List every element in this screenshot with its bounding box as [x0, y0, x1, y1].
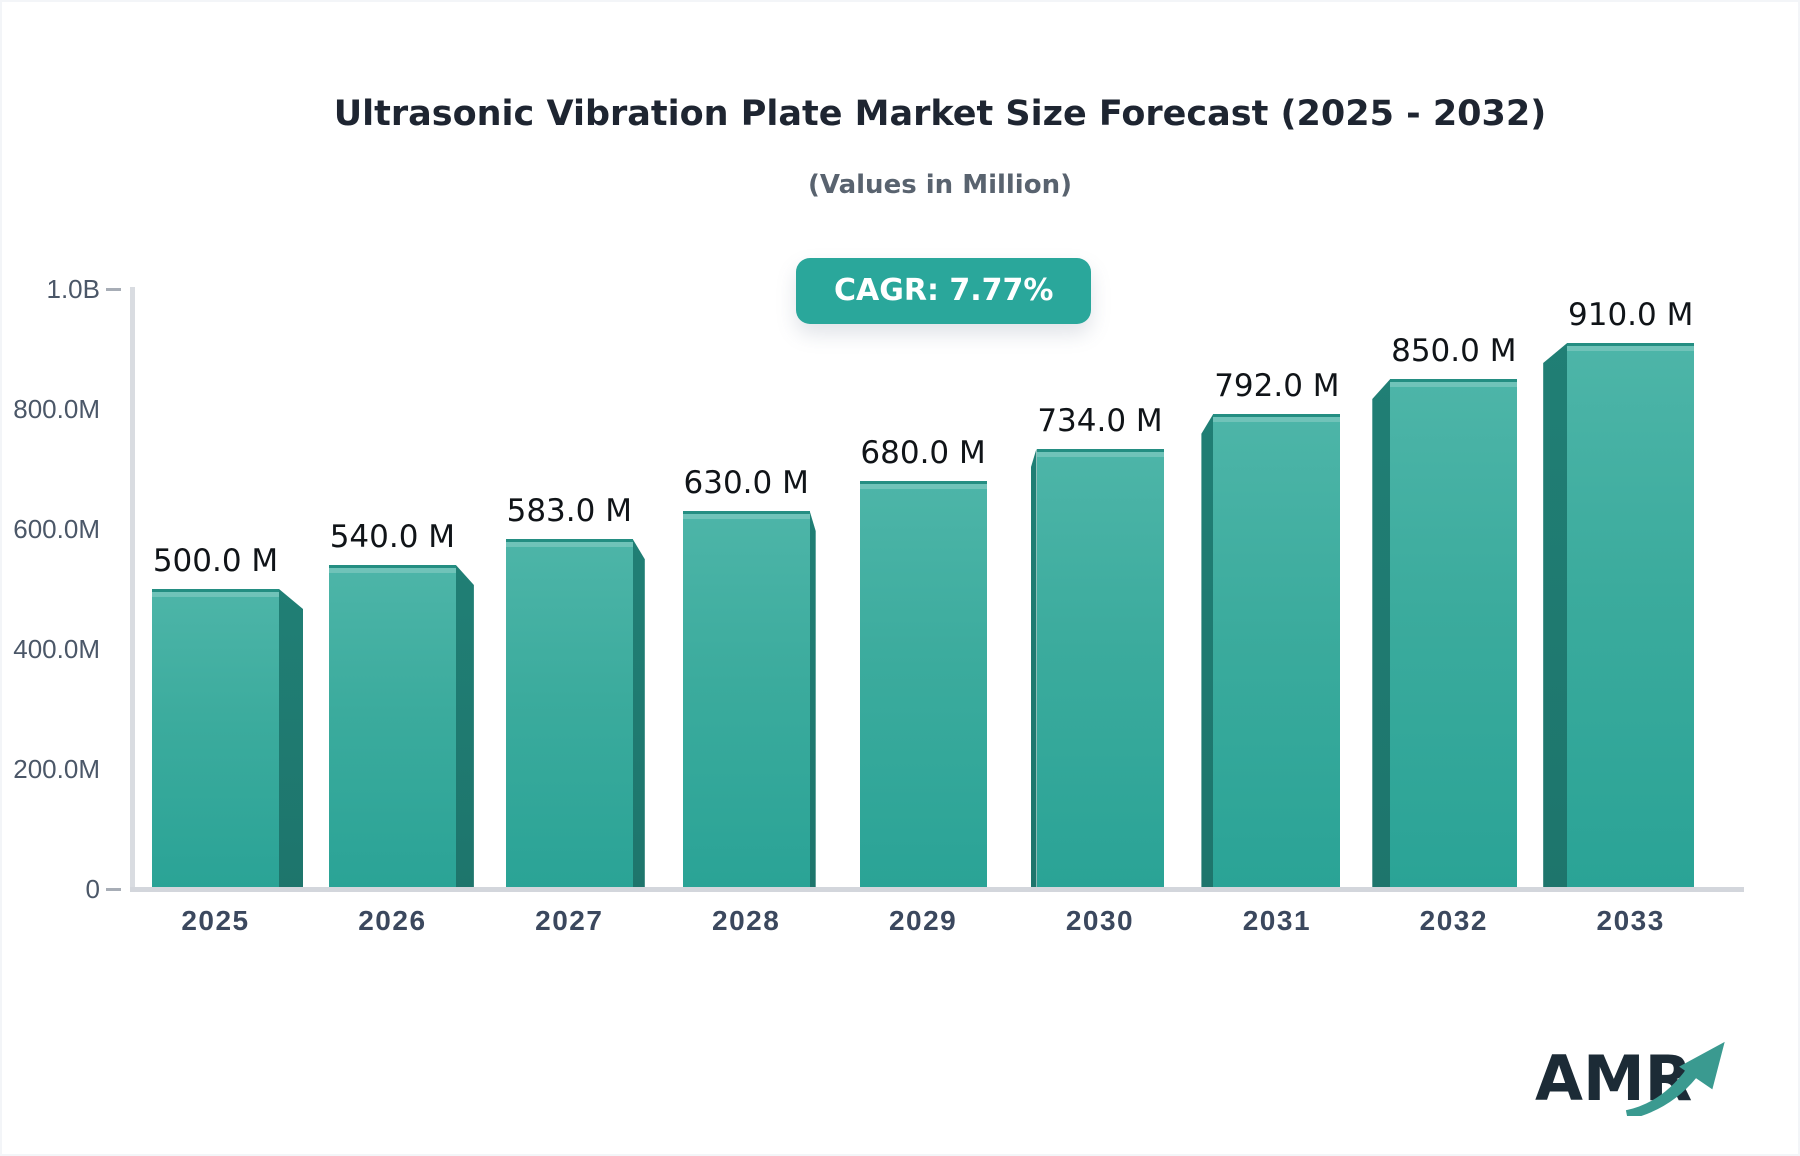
bar-value-label: 792.0 M	[1214, 367, 1340, 404]
x-axis-label: 2027	[535, 905, 604, 936]
y-tick-label: 0	[85, 874, 100, 904]
y-tick-label: 600.0M	[13, 514, 100, 544]
bar-side	[455, 565, 474, 891]
bar-side	[279, 589, 303, 891]
cagr-badge: CAGR: 7.77%	[796, 258, 1092, 324]
bar-value-label: 630.0 M	[683, 465, 809, 501]
x-axis-label: 2026	[358, 905, 427, 936]
chart-subtitle: (Values in Million)	[808, 170, 1072, 200]
bar-value-label: 500.0 M	[152, 543, 279, 579]
x-axis-label: 2029	[888, 905, 958, 936]
bar-face	[1390, 379, 1518, 889]
chart-title: Ultrasonic Vibration Plate Market Size F…	[333, 94, 1547, 134]
bar-value-label: 540.0 M	[329, 519, 456, 555]
bar-value-label: 583.0 M	[506, 493, 632, 530]
x-axis-label: 2030	[1065, 905, 1135, 936]
bar-face	[859, 481, 987, 889]
y-tick-label: 400.0M	[13, 634, 100, 664]
bar-value-label: 850.0 M	[1391, 333, 1517, 369]
bar-side	[809, 511, 816, 891]
bar-face	[328, 565, 456, 889]
y-tick-mark	[106, 888, 121, 891]
bar-side	[1372, 379, 1391, 891]
bar-value-label: 734.0 M	[1037, 402, 1163, 439]
brand-logo: AMR	[1535, 1038, 1765, 1118]
bar-face	[1567, 343, 1695, 889]
x-axis-label: 2028	[712, 905, 781, 936]
y-tick-label: 800.0M	[13, 394, 100, 424]
x-axis-label: 2025	[181, 905, 250, 936]
bar-side	[1543, 343, 1568, 891]
bar-value-label: 680.0 M	[860, 435, 986, 471]
bar-face	[682, 511, 810, 889]
x-axis-label: 2032	[1419, 905, 1488, 936]
y-tick-label: 200.0M	[13, 754, 100, 784]
bar-face	[1036, 448, 1164, 889]
x-axis-baseline	[130, 887, 1744, 892]
bar-face	[152, 589, 279, 889]
bar-side	[1030, 448, 1037, 891]
x-axis-label: 2033	[1596, 905, 1665, 936]
trend-arrow-icon	[1625, 1041, 1725, 1116]
bar-side	[1201, 413, 1214, 891]
bar-value-label: 910.0 M	[1568, 297, 1694, 333]
x-axis-label: 2031	[1242, 905, 1312, 936]
bar-side	[632, 539, 645, 891]
bar-face	[1213, 413, 1341, 889]
y-tick-label: 1.0B	[46, 274, 101, 304]
y-tick-mark	[106, 288, 121, 291]
y-axis-line	[130, 287, 135, 891]
bar-face	[505, 539, 633, 889]
